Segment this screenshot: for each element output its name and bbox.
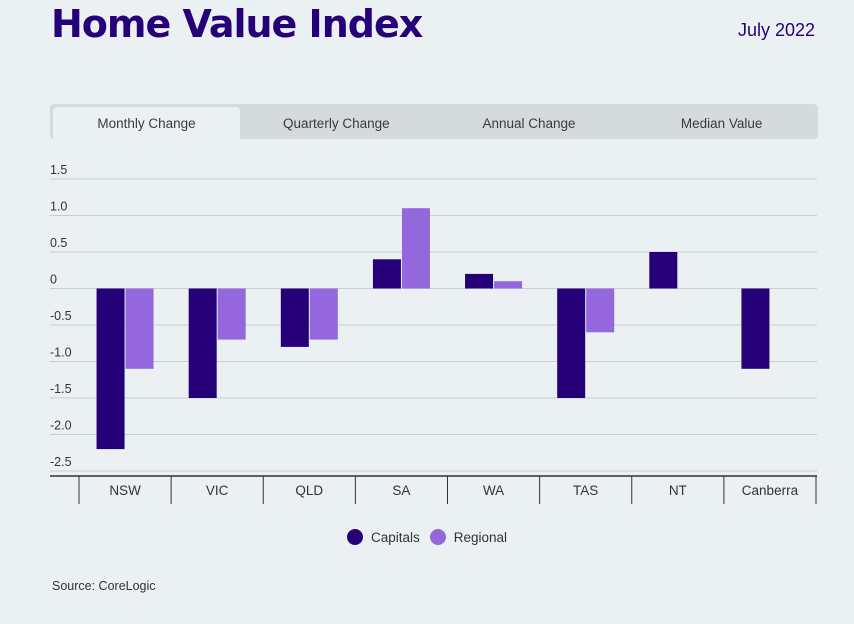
legend-item-regional[interactable]: Regional [429,529,508,545]
source-note: Source: CoreLogic [52,579,156,593]
bar-capitals-sa [372,259,401,289]
x-tick-label: NSW [109,483,141,498]
bar-regional-sa [401,208,430,289]
bar-capitals-wa [465,273,494,289]
legend-swatch-capitals [346,529,363,545]
bar-capitals-canberra [741,288,770,369]
bar-regional-tas [586,288,615,333]
report-date: July 2022 [737,20,815,40]
bar-capitals-nsw [96,288,125,450]
tab-quarterly-change[interactable]: Quarterly Change [283,115,390,131]
x-tick-label: VIC [206,483,229,498]
tab-annual-change[interactable]: Annual Change [482,115,576,131]
bar-capitals-tas [557,288,586,398]
y-tick-label: -0.5 [50,309,72,323]
tab-median-value[interactable]: Median Value [680,115,763,131]
y-tick-label: 1.5 [50,163,67,177]
tab-bar: Monthly Change Quarterly Change Annual C… [50,104,818,139]
tab-monthly-change[interactable]: Monthly Change [53,107,240,139]
x-tick-label: SA [392,483,410,498]
y-tick-label: 0.5 [50,236,67,250]
bar-regional-wa [494,281,523,289]
chart-legend: Capitals Regional [0,529,854,545]
bar-capitals-nt [649,252,678,289]
x-tick-label: TAS [573,483,598,498]
bar-capitals-vic [188,288,217,398]
bar-capitals-qld [280,288,309,347]
legend-item-capitals[interactable]: Capitals [346,529,420,545]
y-tick-label: 0 [50,273,57,287]
y-tick-label: 1.0 [50,200,67,214]
y-tick-label: -2.5 [50,455,72,469]
x-tick-label: Canberra [742,483,799,498]
bar-regional-qld [309,288,338,340]
y-tick-label: -1.0 [50,346,72,360]
x-tick-label: QLD [295,483,323,498]
bar-regional-vic [217,288,246,340]
page-title: Home Value Index [51,2,423,46]
x-tick-label: WA [483,483,504,498]
legend-label-capitals: Capitals [370,529,420,545]
legend-label-regional: Regional [453,529,508,545]
x-tick-label: NT [669,483,687,498]
bar-chart: 1.5 1.0 0.5 0 -0.5 -1.0 -1.5 -2.0 -2.5 NSW VIC QLD S… [50,163,817,504]
y-tick-label: -1.5 [50,382,72,396]
bar-regional-nsw [125,288,154,369]
legend-swatch-regional [429,529,446,545]
y-tick-label: -2.0 [50,419,72,433]
